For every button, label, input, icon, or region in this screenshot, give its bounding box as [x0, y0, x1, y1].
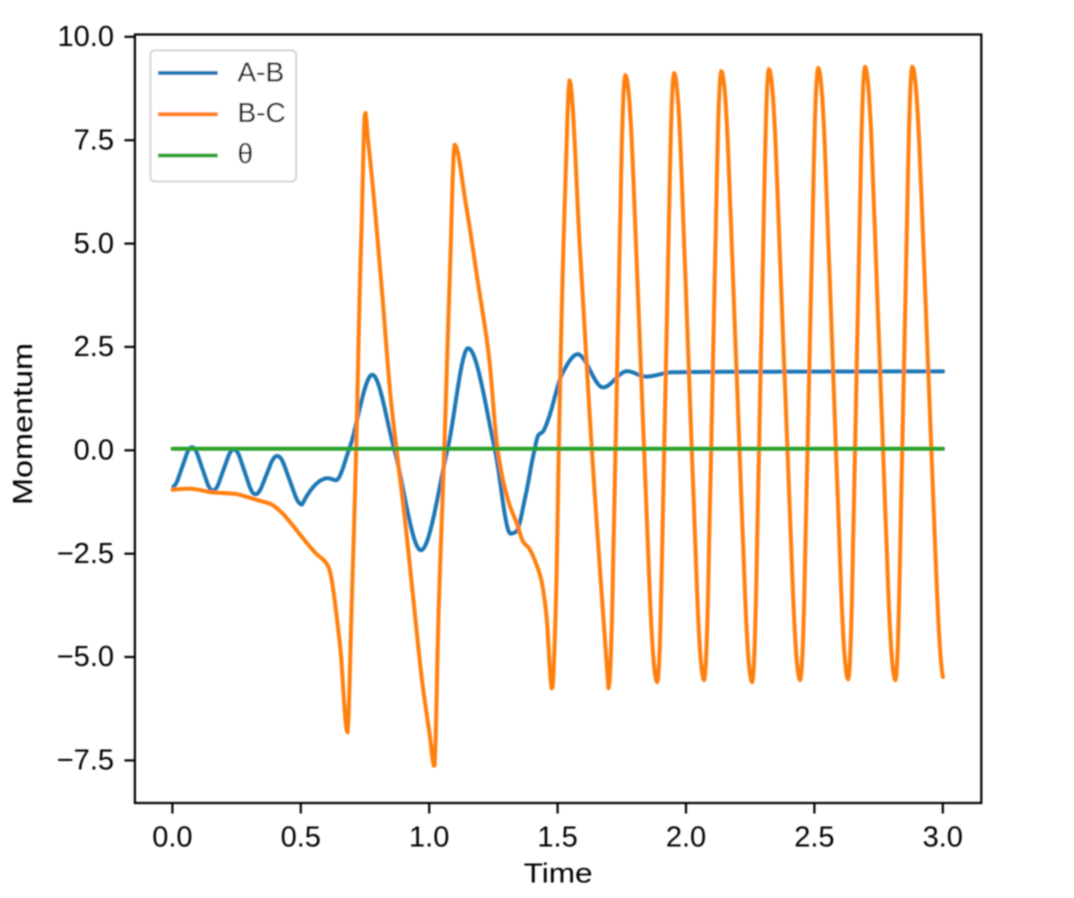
svg-text:−5.0: −5.0 [57, 641, 114, 673]
svg-text:2.0: 2.0 [666, 822, 706, 854]
svg-text:0.0: 0.0 [74, 435, 114, 467]
svg-text:2.5: 2.5 [794, 822, 834, 854]
svg-text:0.5: 0.5 [281, 822, 321, 854]
svg-text:A-B: A-B [238, 56, 285, 87]
svg-text:−2.5: −2.5 [57, 538, 114, 570]
svg-text:5.0: 5.0 [74, 228, 114, 260]
svg-text:7.5: 7.5 [74, 124, 114, 156]
svg-text:Momentum: Momentum [7, 343, 38, 505]
svg-text:2.5: 2.5 [74, 331, 114, 363]
svg-text:1.0: 1.0 [409, 822, 449, 854]
svg-text:B-C: B-C [238, 97, 286, 128]
svg-text:0.0: 0.0 [152, 822, 192, 854]
svg-text:Time: Time [524, 858, 593, 889]
svg-text:10.0: 10.0 [58, 21, 114, 53]
svg-text:1.5: 1.5 [537, 822, 577, 854]
svg-text:θ: θ [238, 138, 254, 169]
svg-text:−7.5: −7.5 [57, 745, 114, 777]
svg-text:3.0: 3.0 [923, 822, 963, 854]
